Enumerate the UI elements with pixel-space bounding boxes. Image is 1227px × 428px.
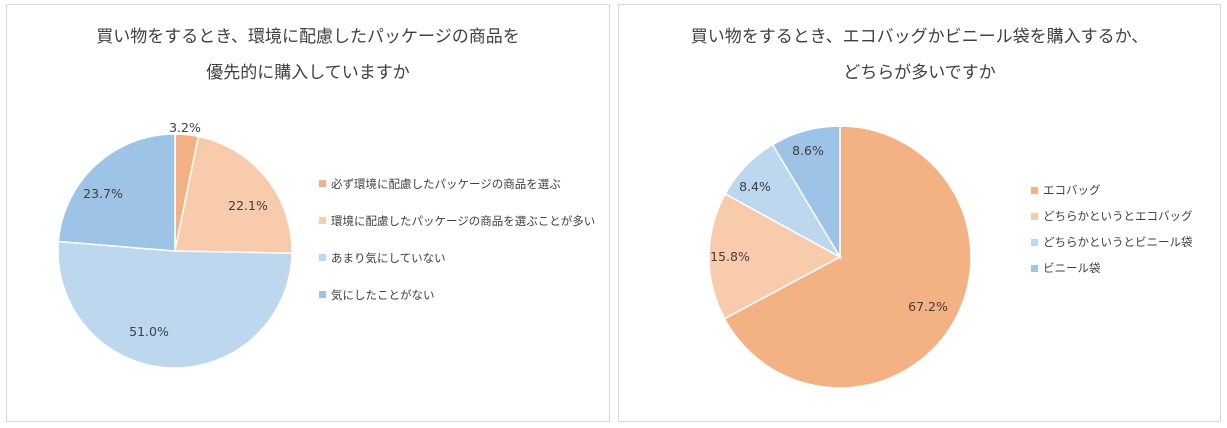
- chart-legend: 必ず環境に配慮したパッケージの商品を選ぶ 環境に配慮したパッケージの商品を選ぶこ…: [319, 165, 595, 313]
- chart-title: 買い物をするとき、環境に配慮したパッケージの商品を 優先的に購入していますか: [7, 19, 609, 91]
- pie-slice: [723, 125, 972, 389]
- legend-item: どちらかというとビニール袋: [1031, 229, 1193, 255]
- chart-title-line-1: 買い物をするとき、環境に配慮したパッケージの商品を: [96, 27, 520, 47]
- legend-item: あまり気にしていない: [319, 239, 595, 276]
- legend-swatch: [319, 254, 326, 261]
- legend-item: 気にしたことがない: [319, 276, 595, 313]
- pie-slice: [174, 135, 293, 254]
- chart-title-line-2: どちらが多いですか: [843, 63, 996, 83]
- legend-swatch: [319, 180, 326, 187]
- slice-data-label: 51.0%: [129, 324, 169, 339]
- pie-chart: 67.2% 15.8% 8.4% 8.6%: [708, 125, 972, 389]
- legend-swatch: [1031, 212, 1038, 220]
- legend-label: 環境に配慮したパッケージの商品を選ぶことが多い: [331, 213, 596, 228]
- legend-item: 環境に配慮したパッケージの商品を選ぶことが多い: [319, 202, 595, 239]
- legend-label: どちらかというとエコバッグ: [1043, 209, 1193, 223]
- chart-title-line-1: 買い物をするとき、エコバッグかビニール袋を購入するか、: [690, 27, 1149, 47]
- legend-label: 必ず環境に配慮したパッケージの商品を選ぶ: [331, 176, 561, 191]
- pie-slice: [57, 133, 176, 252]
- pie-chart: 3.2% 22.1% 51.0% 23.7%: [57, 120, 293, 369]
- legend-label: エコバッグ: [1043, 183, 1101, 197]
- legend-label: どちらかというとビニール袋: [1043, 235, 1193, 249]
- chart-panel-right: 買い物をするとき、エコバッグかビニール袋を購入するか、 どちらが多いですか 67…: [618, 4, 1221, 422]
- legend-swatch: [1031, 186, 1038, 194]
- slice-data-label: 23.7%: [83, 186, 123, 201]
- legend-item: エコバッグ: [1031, 177, 1193, 203]
- chart-panel-left: 買い物をするとき、環境に配慮したパッケージの商品を 優先的に購入していますか 3…: [6, 4, 610, 422]
- legend-label: ビニール袋: [1043, 261, 1101, 275]
- legend-item: ビニール袋: [1031, 255, 1193, 281]
- legend-swatch: [1031, 238, 1038, 246]
- pie-slice: [57, 240, 293, 369]
- slice-data-label: 8.6%: [792, 143, 824, 158]
- legend-item: どちらかというとエコバッグ: [1031, 203, 1193, 229]
- legend-item: 必ず環境に配慮したパッケージの商品を選ぶ: [319, 165, 595, 202]
- pie-slice: [771, 125, 841, 260]
- legend-swatch: [319, 217, 326, 224]
- chart-title-line-2: 優先的に購入していますか: [206, 63, 410, 83]
- slice-data-label: 8.4%: [739, 179, 771, 194]
- slice-data-label: 67.2%: [908, 299, 948, 314]
- slice-data-label: 22.1%: [228, 198, 268, 213]
- chart-title: 買い物をするとき、エコバッグかビニール袋を購入するか、 どちらが多いですか: [619, 19, 1220, 91]
- slice-data-label: 15.8%: [710, 249, 750, 264]
- legend-swatch: [319, 291, 326, 298]
- pie-slice: [708, 192, 842, 320]
- legend-label: 気にしたことがない: [331, 287, 435, 302]
- slice-data-label: 3.2%: [169, 120, 201, 135]
- chart-legend: エコバッグ どちらかというとエコバッグ どちらかというとビニール袋 ビニール袋: [1031, 177, 1193, 281]
- legend-swatch: [1031, 264, 1038, 272]
- legend-label: あまり気にしていない: [331, 250, 446, 265]
